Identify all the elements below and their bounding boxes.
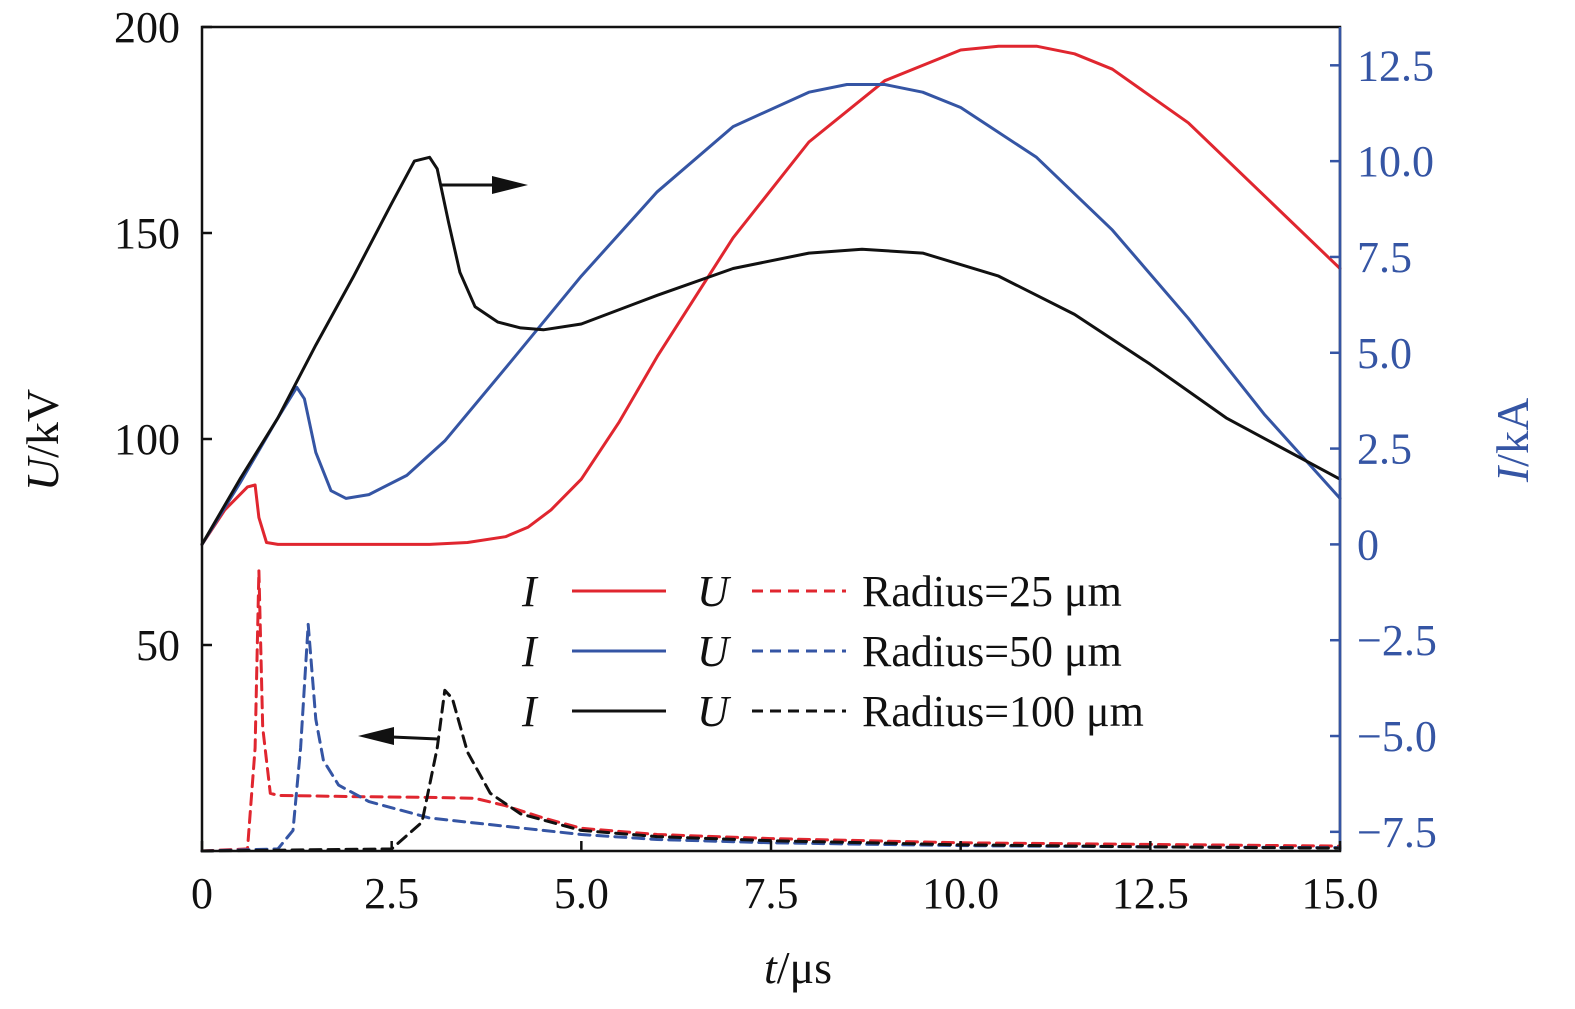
x-tick-label: 7.5	[744, 869, 799, 918]
legend-label: Radius=50 μm	[862, 627, 1122, 676]
y-right-tick-label: −7.5	[1357, 808, 1437, 857]
legend-entry: I U Radius=25 μm	[521, 567, 1122, 616]
legend-i-symbol: I	[521, 567, 539, 616]
legend-label: Radius=100 μm	[862, 687, 1144, 736]
legend: I U Radius=25 μm I U Radius=50 μm I U Ra…	[521, 567, 1144, 736]
y-left-ticks: 50 100 150 200	[114, 3, 212, 853]
series-line-u-4	[200, 622, 1342, 853]
legend-u-symbol: U	[697, 567, 732, 616]
y-left-tick-label: 200	[114, 3, 180, 52]
x-tick-label: 10.0	[922, 869, 999, 918]
x-axis-title: t/μs	[764, 942, 832, 993]
arrow-to-right-axis	[440, 176, 528, 194]
y-right-tick-label: 7.5	[1357, 233, 1412, 282]
x-tick-label: 12.5	[1112, 869, 1189, 918]
series-line-i-1	[200, 83, 1342, 546]
y-left-tick-label: 50	[136, 621, 180, 670]
legend-u-symbol: U	[697, 687, 732, 736]
legend-u-symbol: U	[697, 627, 732, 676]
y-right-tick-label: 0	[1357, 520, 1379, 569]
y-left-tick-label: 150	[114, 209, 180, 258]
series-line-u-5	[200, 688, 1342, 853]
x-tick-label: 5.0	[554, 869, 609, 918]
legend-entry: I U Radius=50 μm	[521, 627, 1122, 676]
x-tick-label: 15.0	[1302, 869, 1379, 918]
legend-i-symbol: I	[521, 627, 539, 676]
y-right-ticks: −7.5 −5.0 −2.5 0 2.5 5.0 7.5 10.0 12.5	[1330, 41, 1437, 857]
series-line-i-2	[200, 155, 1342, 546]
y-right-tick-label: −5.0	[1357, 712, 1437, 761]
x-tick-label: 0	[191, 869, 213, 918]
y-right-tick-label: 2.5	[1357, 425, 1412, 474]
legend-label: Radius=25 μm	[862, 567, 1122, 616]
series-line-u-3	[200, 569, 1342, 853]
arrow-to-left-axis	[358, 727, 439, 745]
legend-i-symbol: I	[521, 687, 539, 736]
y-left-axis-title: U/kV	[17, 389, 68, 491]
y-right-tick-label: 5.0	[1357, 329, 1412, 378]
x-ticks: 0 2.5 5.0 7.5 10.0 12.5 15.0	[191, 841, 1379, 918]
y-right-tick-label: 10.0	[1357, 137, 1434, 186]
y-left-tick-label: 100	[114, 415, 180, 464]
series-line-i-0	[200, 44, 1342, 546]
x-tick-label: 2.5	[364, 869, 419, 918]
series-layer	[200, 44, 1342, 853]
plot-frame	[200, 25, 1342, 853]
legend-entry: I U Radius=100 μm	[521, 687, 1144, 736]
y-right-axis-title: I/kA	[1487, 398, 1538, 483]
y-right-tick-label: −2.5	[1357, 616, 1437, 665]
y-right-tick-label: 12.5	[1357, 41, 1434, 90]
